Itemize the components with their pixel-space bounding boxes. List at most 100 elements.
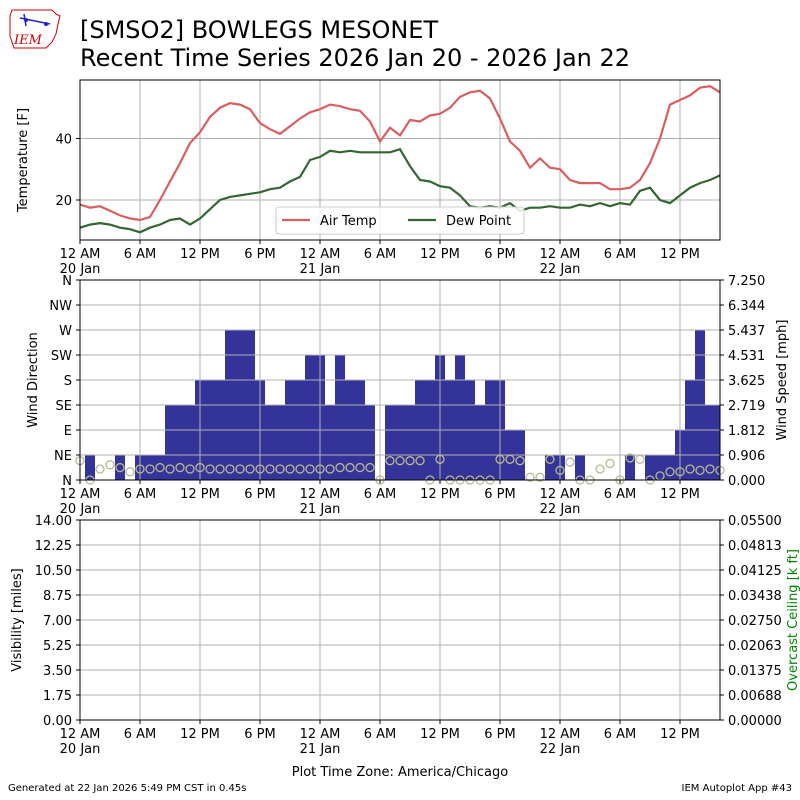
wind-speed-marker xyxy=(205,464,215,474)
wind-direction-bar xyxy=(155,455,165,480)
plot-frame xyxy=(79,519,721,721)
x-tick-date-label: 22 Jan xyxy=(540,502,581,517)
wind-speed-marker xyxy=(495,454,505,464)
wind-direction-bar xyxy=(335,355,345,480)
y-tick-label: 1.75 xyxy=(43,689,72,704)
y2-tick-label: 3.625 xyxy=(728,374,765,389)
y2-tick-label: 0.02063 xyxy=(728,639,782,654)
legend-label-dew-point: Dew Point xyxy=(446,214,511,229)
footer-generated-text: Generated at 22 Jan 2026 5:49 PM CST in … xyxy=(8,783,247,794)
footer-app-text: IEM Autoplot App #43 xyxy=(681,783,792,794)
chart-title: [SMSO2] BOWLEGS MESONET Recent Time Seri… xyxy=(80,16,630,72)
y2-tick-label: 0.00688 xyxy=(728,689,782,704)
legend-box xyxy=(275,206,525,235)
wind-direction-bar xyxy=(625,455,635,480)
x-tick-label: 12 AM xyxy=(60,247,101,262)
y-tick-label: E xyxy=(64,424,72,439)
y-tick-label: 3.50 xyxy=(43,664,72,679)
wind-speed-marker xyxy=(595,464,605,474)
air-temp-series-line xyxy=(79,85,721,222)
wind-direction-bar xyxy=(455,355,465,480)
y2-tick-label: 5.437 xyxy=(728,324,765,339)
x-tick-label: 12 AM xyxy=(60,487,101,502)
x-tick-label: 6 PM xyxy=(244,247,275,262)
wind-speed-marker xyxy=(165,464,175,474)
legend-label-air-temp: Air Temp xyxy=(320,214,377,229)
y2-tick-label: 0.906 xyxy=(728,449,765,464)
y2-tick-label: 2.719 xyxy=(728,399,765,414)
wind-speed-marker xyxy=(335,462,345,473)
wind-direction-bar xyxy=(265,405,275,480)
wind-speed-marker xyxy=(185,464,195,474)
wind-speed-marker xyxy=(405,456,415,466)
wind-speed-marker xyxy=(535,472,545,482)
x-tick-label: 12 AM xyxy=(540,727,581,742)
y-tick-label: N xyxy=(62,274,72,289)
wind-speed-marker xyxy=(215,464,225,474)
wind-speed-marker xyxy=(265,464,275,474)
wind-direction-bar xyxy=(145,455,155,480)
wind-speed-marker xyxy=(115,462,125,473)
wind-direction-bar xyxy=(715,405,720,480)
x-tick-label: 6 AM xyxy=(364,727,397,742)
x-tick-label: 6 AM xyxy=(604,247,637,262)
dew-point-series-line xyxy=(79,147,721,234)
y-tick-label: N xyxy=(62,474,72,489)
x-tick-label: 6 PM xyxy=(484,727,515,742)
wind-direction-bar xyxy=(325,405,335,480)
x-tick-label: 6 AM xyxy=(364,487,397,502)
wind-speed-marker xyxy=(305,464,315,474)
wind-direction-bar xyxy=(185,405,195,480)
y2-tick-label: 0.04125 xyxy=(728,564,782,579)
wind-direction-bar xyxy=(645,455,655,480)
x-tick-label: 6 AM xyxy=(124,247,157,262)
wind-speed-marker xyxy=(605,458,615,469)
x-tick-label: 12 PM xyxy=(420,247,460,262)
x-tick-date-label: 21 Jan xyxy=(300,262,341,277)
x-tick-label: 6 PM xyxy=(484,247,515,262)
wind-direction-bar xyxy=(115,455,125,480)
y-tick-label: 14.00 xyxy=(35,514,72,529)
wind-speed-marker xyxy=(235,464,245,474)
wind-direction-bar xyxy=(365,405,375,480)
x-tick-date-label: 22 Jan xyxy=(540,262,581,277)
wind-speed-marker xyxy=(555,465,565,475)
y2-tick-label: 4.531 xyxy=(728,349,765,364)
x-tick-label: 12 PM xyxy=(660,247,700,262)
wind-speed-marker xyxy=(695,465,705,475)
wind-speed-marker xyxy=(245,464,255,474)
wind-speed-marker xyxy=(705,464,715,474)
y2-tick-label: 0.01375 xyxy=(728,664,782,679)
x-tick-label: 6 AM xyxy=(604,487,637,502)
y-tick-label: SE xyxy=(56,399,72,414)
wind-speed-marker xyxy=(345,462,355,473)
wind-speed-marker xyxy=(515,456,525,466)
y-tick-label: 40 xyxy=(55,132,72,147)
wind-speed-marker xyxy=(275,464,285,474)
wind-direction-bar xyxy=(395,405,405,480)
wind-speed-marker xyxy=(545,454,555,464)
wind-speed-marker xyxy=(105,460,115,470)
y-axis-label: Temperature [F] xyxy=(16,108,31,213)
y-tick-label: 20 xyxy=(55,194,72,209)
x-tick-label: 12 PM xyxy=(660,487,700,502)
wind-direction-bar xyxy=(705,405,715,480)
x-tick-label: 6 PM xyxy=(244,487,275,502)
x-tick-label: 12 AM xyxy=(540,487,581,502)
wind-speed-marker xyxy=(665,467,675,477)
y2-tick-label: 0.05500 xyxy=(728,514,782,529)
wind-direction-bar xyxy=(175,405,185,480)
wind-speed-marker xyxy=(435,454,445,464)
plot-frame xyxy=(79,79,721,241)
x-tick-date-label: 21 Jan xyxy=(300,742,341,757)
x-tick-date-label: 20 Jan xyxy=(60,262,101,277)
y2-axis-label: Overcast Ceiling [k ft] xyxy=(786,549,800,691)
wind-direction-bar xyxy=(385,405,395,480)
y-tick-label: NW xyxy=(49,299,72,314)
x-tick-date-label: 20 Jan xyxy=(60,742,101,757)
y-tick-label: 7.00 xyxy=(43,614,72,629)
wind-speed-marker xyxy=(355,462,365,473)
y2-tick-label: 0.00000 xyxy=(728,714,782,729)
y-tick-label: W xyxy=(59,324,72,339)
